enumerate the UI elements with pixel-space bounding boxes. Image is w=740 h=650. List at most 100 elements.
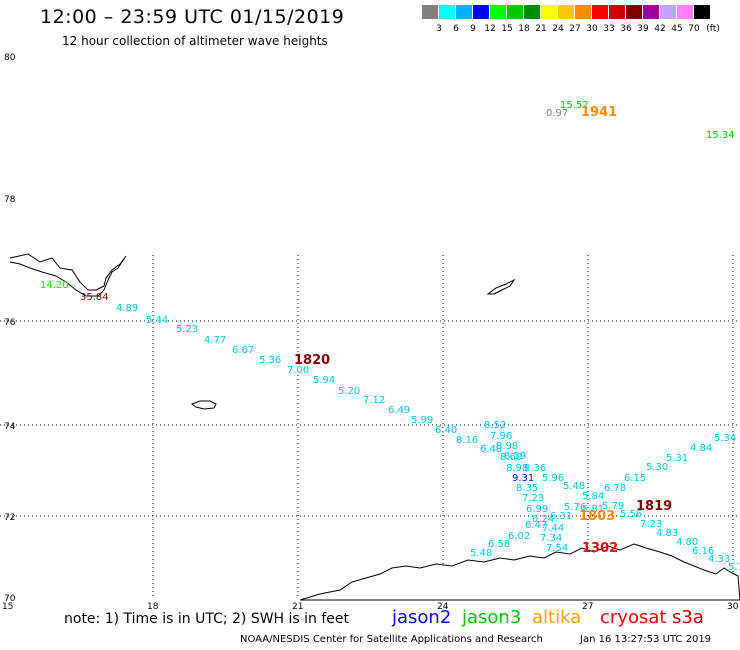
- wave-height-value: 6.67: [232, 345, 254, 356]
- longitude-label: 27: [582, 602, 593, 612]
- norway-coast: [299, 543, 740, 601]
- pass-time-label: 1820: [294, 353, 330, 368]
- wave-height-value: 4.80: [676, 537, 698, 548]
- longitude-label: 15: [2, 602, 13, 612]
- wave-height-value: 6.48: [480, 444, 502, 455]
- pass-time-label: 1819: [636, 499, 672, 514]
- pass-time-labels: 1941 1820 1819 1803 1302: [294, 105, 672, 556]
- wave-height-value: 8.98: [496, 441, 518, 452]
- color-scale-label: 15: [501, 24, 513, 34]
- color-swatch: [422, 5, 438, 19]
- longitude-label: 21: [292, 602, 303, 612]
- wave-height-value: 35.84: [80, 292, 109, 303]
- wave-height-value: 6.78: [604, 483, 626, 494]
- wave-height-value: 5.76: [564, 502, 586, 513]
- wave-height-value: 5.1: [728, 562, 740, 573]
- color-swatch: [456, 5, 472, 19]
- wave-height-value: 6.24: [532, 514, 554, 525]
- color-scale-label: 21: [535, 24, 547, 34]
- wave-height-value: 4.83: [656, 528, 678, 539]
- color-scale-label: 12: [484, 24, 496, 34]
- wave-height-value: 9.31: [512, 473, 534, 484]
- color-scale-label: 36: [620, 24, 632, 34]
- hopen-island: [486, 278, 516, 295]
- color-swatch: [541, 5, 557, 19]
- color-scale-label: 3: [436, 24, 442, 34]
- color-swatch: [643, 5, 659, 19]
- pass-time-label: 1803: [579, 509, 615, 524]
- color-scale-label: 9: [470, 24, 476, 34]
- color-scale-label: 6: [453, 24, 459, 34]
- color-swatch: [439, 5, 455, 19]
- color-scale-label: 24: [552, 24, 564, 34]
- wave-height-value: 6.02: [508, 531, 530, 542]
- wave-height-value: 7.54: [546, 543, 568, 554]
- wave-height-value: 7.44: [542, 523, 564, 534]
- wave-height-value: 8.98: [506, 463, 528, 474]
- wave-height-value: 4.33: [708, 554, 730, 565]
- wave-height-value: 6.16: [692, 546, 714, 557]
- wave-height-value: 7.23: [522, 493, 544, 504]
- color-scale-unit: (ft): [706, 24, 720, 34]
- map-title: 12:00 – 23:59 UTC 01/15/2019: [40, 6, 345, 28]
- wave-height-value: 5.20: [338, 386, 360, 397]
- wave-height-value: 4.84: [690, 443, 712, 454]
- wave-height-value: 5.79: [602, 501, 624, 512]
- wave-height-value: 8.59: [504, 451, 526, 462]
- color-swatch: [575, 5, 591, 19]
- color-scale-label: 30: [586, 24, 598, 34]
- color-swatch: [677, 5, 693, 19]
- pass-time-label: 1302: [582, 541, 618, 556]
- wave-height-value: 14.20: [40, 280, 69, 291]
- latitude-label: 80: [4, 53, 16, 63]
- longitude-label: 18: [147, 602, 159, 612]
- wave-height-value: 4.89: [116, 303, 138, 314]
- wave-height-value: 7.34: [540, 533, 562, 544]
- wave-height-value: 8.36: [524, 463, 546, 474]
- coastline: [9, 253, 740, 601]
- wave-height-value: 8.35: [516, 483, 538, 494]
- longitude-label: 24: [437, 602, 449, 612]
- wave-height-labels: 15.520.97 15.34 14.20 35.84 4.89 5.44 5.23 4.77…: [40, 100, 740, 573]
- color-scale-label: 42: [654, 24, 666, 34]
- color-swatch: [626, 5, 642, 19]
- wave-height-value: 8.60: [500, 452, 522, 463]
- longitude-label: 30: [727, 602, 739, 612]
- color-scale-label: 18: [518, 24, 530, 34]
- color-swatch: [473, 5, 489, 19]
- wave-height-value: 0.97: [546, 108, 568, 119]
- wave-height-value: 7.12: [363, 395, 385, 406]
- wave-height-value: 5.96: [542, 473, 564, 484]
- color-scale-label: 39: [637, 24, 649, 34]
- footnote: note: 1) Time is in UTC; 2) SWH is in fe…: [64, 611, 350, 627]
- wave-height-value: 8.16: [456, 435, 478, 446]
- color-swatch: [507, 5, 523, 19]
- creation-timestamp: Jan 16 13:27:53 UTC 2019: [580, 634, 712, 645]
- color-swatch: [592, 5, 608, 19]
- lat-lon-grid: [0, 255, 740, 597]
- latitude-label: 78: [4, 195, 16, 205]
- color-scale-label: 70: [688, 24, 700, 34]
- wave-height-value: 5.48: [470, 548, 492, 559]
- wave-height-value: 5.84: [582, 491, 604, 502]
- wave-height-value: 6.15: [624, 473, 646, 484]
- color-swatch: [490, 5, 506, 19]
- bear-island: [190, 400, 217, 410]
- color-swatch: [609, 5, 625, 19]
- latitude-label: 72: [4, 513, 15, 523]
- wave-height-value: 5.94: [313, 375, 335, 386]
- wave-height-value: 7.23: [640, 519, 662, 530]
- wave-height-value: 5.56: [620, 509, 642, 520]
- satellite-name: cryosat: [600, 607, 667, 628]
- wave-height-value: 4.77: [204, 335, 226, 346]
- color-swatch: [660, 5, 676, 19]
- color-swatch: [524, 5, 540, 19]
- satellite-name: s3a: [672, 607, 704, 628]
- satellite-name: altika: [532, 607, 582, 628]
- color-scale-label: 45: [671, 24, 683, 34]
- color-scale-label: 27: [569, 24, 581, 34]
- map-subtitle: 12 hour collection of altimeter wave hei…: [62, 34, 328, 48]
- color-scale-label: 33: [603, 24, 615, 34]
